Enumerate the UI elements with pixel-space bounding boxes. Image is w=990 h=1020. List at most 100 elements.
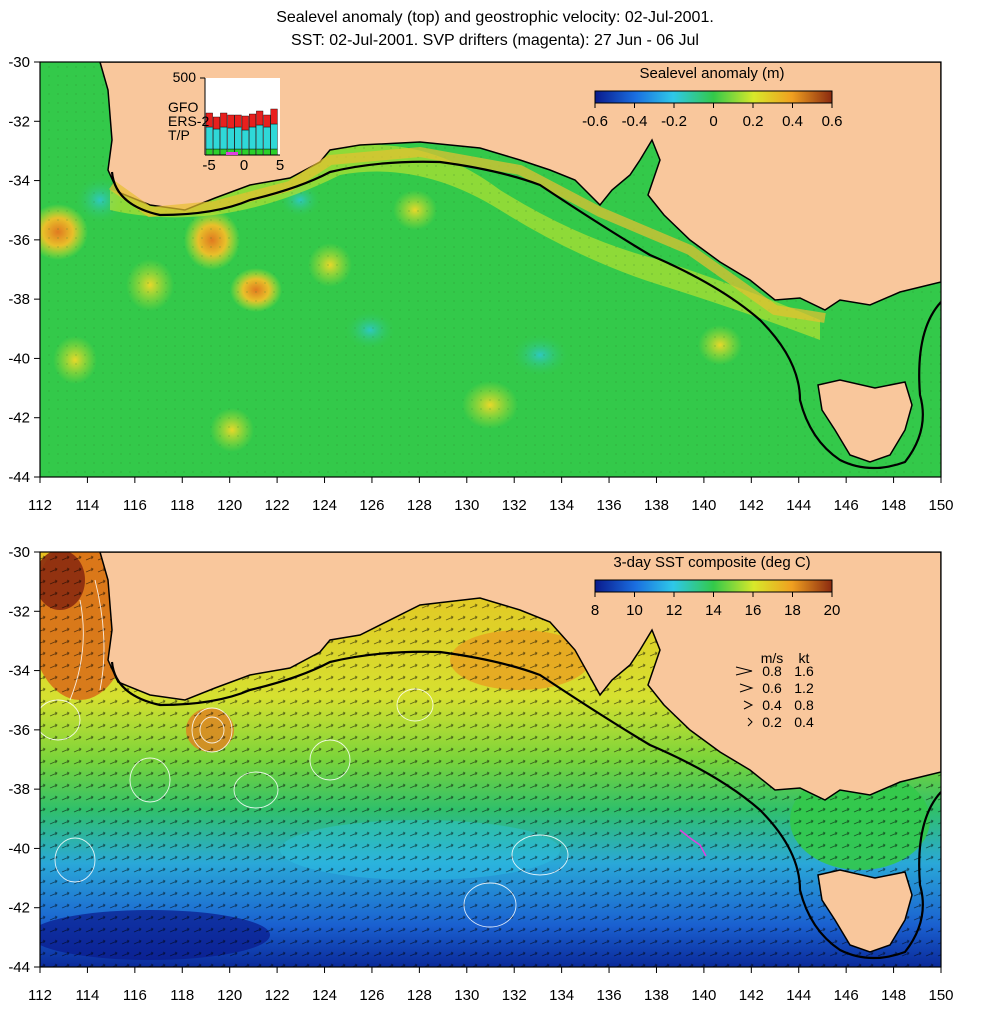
lon-tick-label: 148 <box>881 987 906 1004</box>
bottom-tasmania-land <box>817 869 913 953</box>
velocity-legend-ms: 0.8 <box>762 663 782 679</box>
lon-tick-label: 140 <box>691 987 716 1004</box>
inset-xtick-5: 5 <box>276 157 284 174</box>
bottom-lat-axis: -30 -32 -34 -36 -38 -40 -42 -44 <box>8 544 40 976</box>
figure-title-line2: SST: 02-Jul-2001. SVP drifters (magenta)… <box>291 32 699 49</box>
colorbar-tick-label: 10 <box>626 602 643 619</box>
lon-tick-label: 138 <box>644 987 669 1004</box>
inset-bar-segment <box>205 126 213 150</box>
colorbar-tick-label: -0.2 <box>661 113 687 130</box>
inset-bar-segment <box>248 148 256 156</box>
lat-tick-label: -30 <box>8 54 30 71</box>
lat-tick-label: -40 <box>8 350 30 367</box>
bottom-colorbar-ramp <box>594 579 833 593</box>
inset-bar-segment <box>212 128 220 150</box>
bottom-map-panel <box>40 552 941 967</box>
velocity-legend-rows: 0.8 1.60.6 1.20.4 0.80.2 0.4 <box>735 663 814 730</box>
lon-tick-label: 144 <box>786 497 811 514</box>
bottom-shelf-contour <box>110 650 941 960</box>
lon-tick-label: 118 <box>170 497 194 514</box>
inset-xtick-0: 0 <box>240 157 248 174</box>
lat-tick-label: -32 <box>8 113 30 130</box>
inset-bar-segment <box>241 148 249 156</box>
colorbar-tick-label: 20 <box>824 602 841 619</box>
inset-bar-segment <box>241 115 249 131</box>
bottom-sla-contours <box>40 579 569 928</box>
inset-bar-segment <box>227 114 235 129</box>
velocity-legend: m/s kt 0.8 1.60.6 1.20.4 0.80.2 0.4 <box>735 650 814 730</box>
top-lon-axis: 112 114 116 118 120 122 124 126 128 130 132 134 136 1… <box>28 477 954 514</box>
lon-tick-label: 120 <box>217 987 242 1004</box>
top-colorbar: Sealevel anomaly (m) -0.6 -0.4 -0.2 0 0.2 0.4… <box>582 65 842 130</box>
lon-tick-label: 136 <box>597 497 622 514</box>
drifter-track <box>679 829 707 857</box>
bottom-australia-land <box>99 552 941 801</box>
lat-tick-label: -44 <box>8 469 30 486</box>
lon-tick-label: 134 <box>549 497 574 514</box>
inset-bar-segment <box>263 126 271 150</box>
top-frame <box>39 61 942 478</box>
lat-tick-label: -44 <box>8 959 30 976</box>
lon-tick-label: 122 <box>265 987 290 1004</box>
lon-tick-label: 116 <box>123 497 147 514</box>
lat-tick-label: -34 <box>8 663 30 680</box>
velocity-legend-arrow <box>735 666 753 676</box>
lon-tick-label: 140 <box>691 497 716 514</box>
velocity-legend-kt: 0.8 <box>794 697 814 713</box>
top-tasmania-land <box>817 379 913 463</box>
lon-tick-label: 148 <box>881 497 906 514</box>
inset-bar-segment <box>270 108 278 125</box>
top-colorbar-ticks: -0.6 -0.4 -0.2 0 0.2 0.4 0.6 <box>582 103 842 130</box>
lon-tick-label: 134 <box>549 987 574 1004</box>
lon-tick-label: 128 <box>407 497 432 514</box>
lon-tick-label: 118 <box>170 987 194 1004</box>
inset-bar-segment <box>205 148 213 156</box>
lat-tick-label: -36 <box>8 722 30 739</box>
colorbar-tick-label: 0.6 <box>822 113 843 130</box>
inset-series-tp: T/P <box>168 127 190 143</box>
lon-tick-label: 122 <box>265 497 290 514</box>
lat-tick-label: -42 <box>8 900 30 917</box>
lon-tick-label: 128 <box>407 987 432 1004</box>
inset-series-ers2: ERS-2 <box>168 113 209 129</box>
colorbar-tick-label: 14 <box>705 602 722 619</box>
lon-tick-label: 124 <box>312 987 337 1004</box>
velocity-legend-arrow <box>743 700 754 710</box>
velocity-legend-kt: 0.4 <box>794 714 814 730</box>
lon-tick-label: 120 <box>217 497 242 514</box>
bottom-frame <box>39 551 942 968</box>
inset-bar-segment <box>256 124 264 150</box>
inset-ymax-label: 500 <box>173 69 197 85</box>
inset-bar-segment <box>227 127 235 150</box>
inset-bar-segment <box>220 126 228 150</box>
inset-bar-segment <box>241 129 249 150</box>
velocity-legend-ms: 0.4 <box>762 697 782 713</box>
lat-tick-label: -36 <box>8 232 30 249</box>
bottom-lon-axis: 112 114 116 118 120 122 124 126 128 130 132 134 136 1… <box>28 967 954 1004</box>
velocity-legend-kt: 1.2 <box>794 680 814 696</box>
lon-tick-label: 142 <box>739 987 764 1004</box>
lon-tick-label: 126 <box>359 497 384 514</box>
inset-drifter-marker <box>226 152 238 155</box>
velocity-legend-arrow <box>747 717 753 727</box>
colorbar-tick-label: 18 <box>784 602 801 619</box>
inset-series-gfo: GFO <box>168 99 198 115</box>
inset-bar-segment <box>263 114 271 128</box>
lon-tick-label: 130 <box>454 987 479 1004</box>
bottom-colorbar-ticks: 8 10 12 14 16 18 20 <box>591 592 841 619</box>
inset-bar-segment <box>270 148 278 156</box>
inset-bar-segment <box>248 126 256 150</box>
lon-tick-label: 150 <box>928 987 953 1004</box>
inset-bar-segment <box>248 113 256 128</box>
lat-tick-label: -32 <box>8 603 30 620</box>
inset-bar-segment <box>212 148 220 156</box>
top-colorbar-ramp <box>594 90 833 104</box>
inset-bar-segment <box>220 112 228 128</box>
lon-tick-label: 130 <box>454 497 479 514</box>
inset-bar-segment <box>234 114 242 128</box>
inset-xtick-minus5: -5 <box>202 157 215 174</box>
top-map-panel <box>40 62 941 477</box>
lon-tick-label: 116 <box>123 987 147 1004</box>
figure-title-line1: Sealevel anomaly (top) and geostrophic v… <box>276 9 714 26</box>
